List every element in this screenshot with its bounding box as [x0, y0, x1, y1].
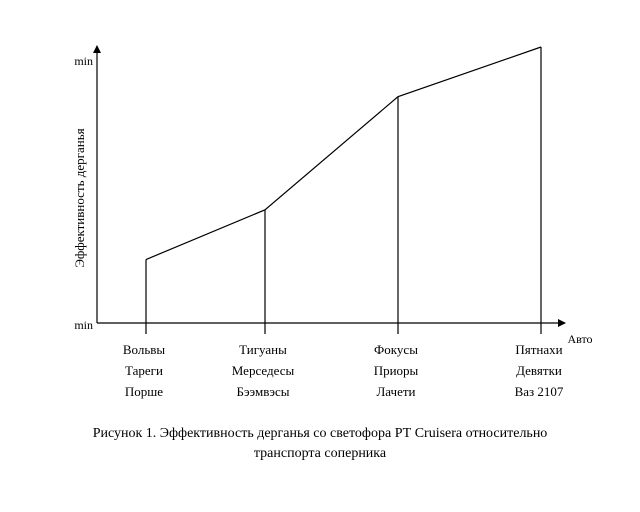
x-tick-label: Тигуаны	[239, 342, 287, 357]
series-line	[145, 46, 542, 261]
x-axis-label: Авто	[567, 332, 592, 346]
x-tick-label: Приоры	[374, 363, 419, 378]
x-tick-label: Лачети	[376, 384, 415, 399]
x-tick-label: Бээмвэсы	[237, 384, 290, 399]
x-tick-label: Пятнахи	[515, 342, 562, 357]
x-tick-label: Мерседесы	[232, 363, 295, 378]
x-tick-label: Вольвы	[123, 342, 166, 357]
figure-caption-line-2: транспорта соперника	[253, 446, 387, 461]
x-tick-label: Фокусы	[374, 342, 418, 357]
x-tick-label: Ваз 2107	[515, 384, 564, 399]
figure-caption-line-1: Рисунок 1. Эффективность дерганья со све…	[92, 426, 548, 441]
y-tick-label-bottom: min	[74, 318, 93, 332]
y-axis-label: Эффективность дерганья	[72, 128, 87, 267]
x-tick-label: Порше	[125, 384, 163, 399]
x-tick-label: Тареги	[125, 363, 163, 378]
x-tick-label: Девятки	[516, 363, 562, 378]
y-tick-label-top: min	[74, 54, 93, 68]
